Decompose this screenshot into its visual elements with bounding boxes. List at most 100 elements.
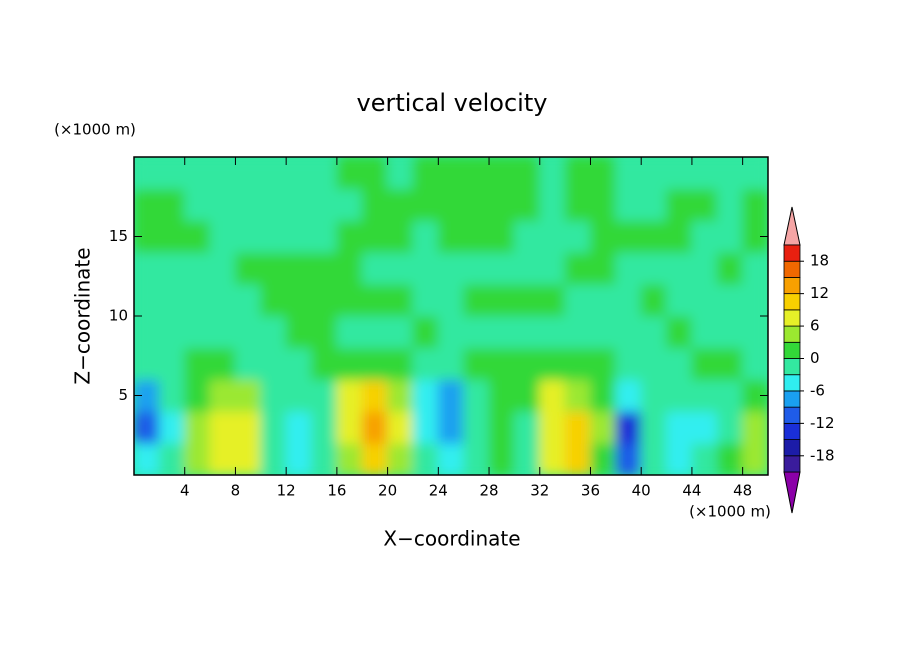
colorbar-box: [783, 244, 801, 262]
contour-cell: [234, 315, 262, 349]
contour-cell: [539, 251, 566, 285]
contour-cell: [539, 410, 566, 444]
y-tick-label: 10: [109, 307, 128, 325]
contour-cell: [412, 188, 439, 222]
contour-cell: [742, 410, 768, 444]
contour-cell: [387, 188, 414, 222]
contour-cell: [463, 410, 490, 444]
contour-cell: [564, 283, 591, 317]
colorbar-tick-label: -18: [810, 446, 835, 464]
contour-cell: [285, 410, 313, 444]
contour-cell: [716, 410, 744, 444]
colorbar-below: [783, 471, 801, 514]
contour-cell: [463, 283, 490, 317]
contour-cell: [691, 347, 718, 381]
contour-cell: [158, 379, 186, 412]
contour-cell: [412, 410, 439, 444]
contour-cell: [564, 220, 591, 253]
contour-cell: [488, 283, 515, 317]
colorbar-tick-label: -12: [810, 414, 835, 432]
contour-cell: [437, 410, 465, 444]
contour-cell: [361, 251, 389, 285]
contour-cell: [513, 410, 541, 444]
contour-cell: [336, 157, 363, 190]
contour-cell: [513, 157, 541, 190]
contour-cell: [615, 283, 642, 317]
contour-cell: [158, 220, 186, 253]
contour-cell: [412, 157, 439, 190]
contour-cell: [589, 220, 617, 253]
contour-cell: [361, 379, 389, 412]
contour-cell: [716, 347, 744, 381]
contour-cell: [260, 251, 287, 285]
contour-cell: [539, 283, 566, 317]
contour-cell: [716, 379, 744, 412]
contour-cell: [336, 251, 363, 285]
contour-cell: [640, 157, 668, 190]
contour-cell: [134, 188, 160, 222]
contour-cell: [488, 188, 515, 222]
contour-cell: [640, 220, 668, 253]
x-tick-label: 44: [682, 482, 701, 500]
contour-cell: [488, 251, 515, 285]
y-axis-label: Z−coordinate: [71, 247, 95, 384]
contour-cell: [666, 188, 693, 222]
contour-cell: [716, 220, 744, 253]
contour-cell: [463, 251, 490, 285]
contour-cell: [260, 157, 287, 190]
contour-cell: [488, 410, 515, 444]
contour-cell: [361, 188, 389, 222]
contour-cell: [513, 315, 541, 349]
contour-cell: [513, 283, 541, 317]
contour-cell: [513, 442, 541, 475]
contour-cell: [691, 410, 718, 444]
contour-cell: [488, 157, 515, 190]
contour-cell: [539, 347, 566, 381]
contour-cell: [589, 379, 617, 412]
contour-cell: [488, 442, 515, 475]
x-tick-label: 40: [632, 482, 651, 500]
contour-cell: [589, 410, 617, 444]
contour-cell: [184, 157, 211, 190]
contour-cell: [387, 251, 414, 285]
x-tick-label: 20: [378, 482, 397, 500]
contour-cell: [716, 442, 744, 475]
x-tick-label: 24: [429, 482, 448, 500]
contour-cell: [260, 283, 287, 317]
contour-cell: [412, 283, 439, 317]
colorbar: -18 -12 -6 0 6 12 18: [783, 206, 835, 514]
contour-cell: [134, 347, 160, 381]
contour-cell: [463, 347, 490, 381]
contour-cell: [615, 157, 642, 190]
contour-cell: [615, 251, 642, 285]
contour-cell: [158, 188, 186, 222]
contour-cell: [412, 442, 439, 475]
contour-cell: [311, 157, 338, 190]
contour-cell: [311, 220, 338, 253]
contour-field: [134, 157, 768, 475]
contour-cell: [589, 315, 617, 349]
contour-cell: [260, 442, 287, 475]
contour-cell: [589, 347, 617, 381]
contour-cell: [260, 379, 287, 412]
contour-cells: [134, 157, 768, 475]
contour-cell: [311, 410, 338, 444]
contour-cell: [234, 442, 262, 475]
contour-cell: [716, 283, 744, 317]
x-tick-label: 4: [180, 482, 190, 500]
contour-cell: [158, 251, 186, 285]
colorbar-above: [783, 206, 801, 246]
contour-cell: [184, 251, 211, 285]
contour-cell: [234, 251, 262, 285]
contour-cell: [437, 379, 465, 412]
contour-cell: [615, 379, 642, 412]
contour-cell: [564, 188, 591, 222]
contour-cell: [336, 220, 363, 253]
contour-cell: [666, 220, 693, 253]
contour-cell: [209, 157, 236, 190]
contour-cell: [134, 251, 160, 285]
contour-cell: [589, 188, 617, 222]
contour-cell: [336, 283, 363, 317]
contour-cell: [260, 188, 287, 222]
contour-cell: [134, 442, 160, 475]
